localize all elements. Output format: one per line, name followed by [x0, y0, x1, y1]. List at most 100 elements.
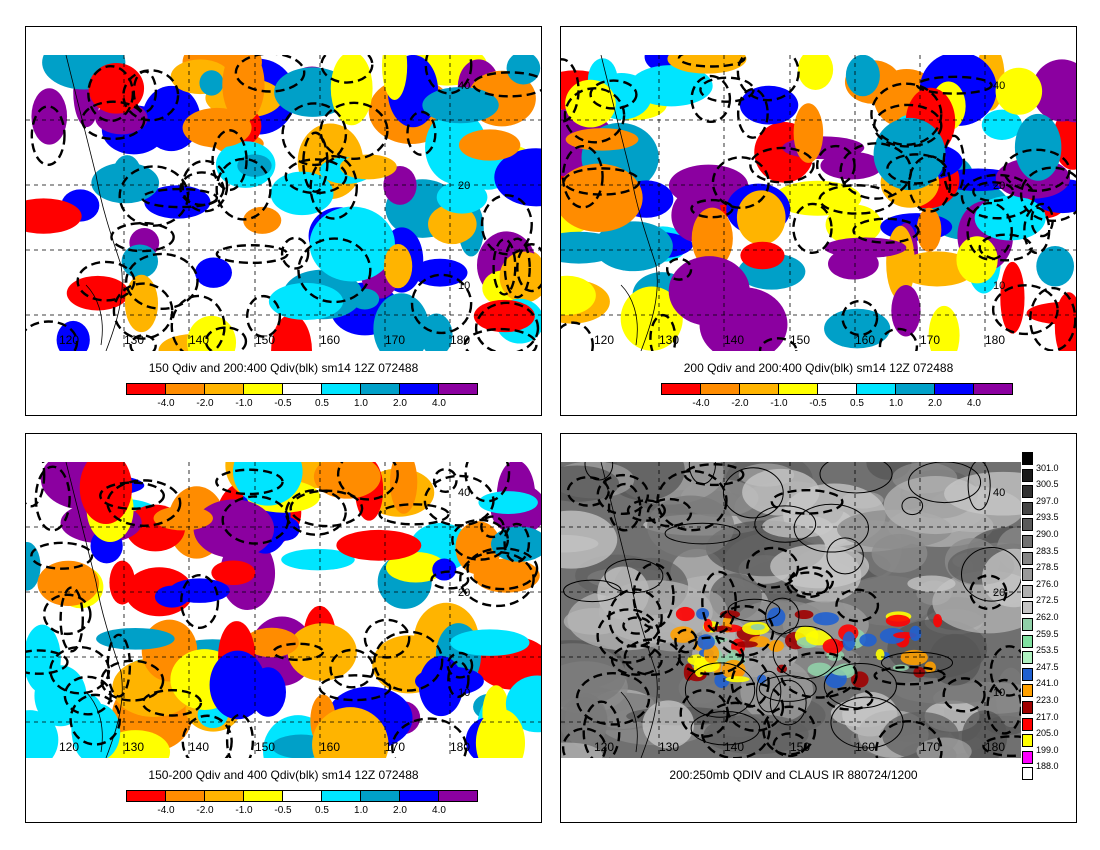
dashed-contour: [378, 503, 450, 526]
coastline: [85, 691, 103, 753]
qdiv-contour: [756, 670, 782, 713]
qdiv-shaded-region: [425, 110, 488, 185]
latitude-label: 20: [458, 587, 471, 599]
latitude-label: 40: [458, 487, 471, 499]
ir-scale-label: 283.5: [1036, 545, 1059, 556]
dashed-contour: [245, 294, 282, 338]
dashed-contour: [770, 488, 844, 515]
cloud-region: [561, 742, 603, 758]
qdiv-shaded-region: [1014, 113, 1062, 181]
panel-title: 200:250mb QDIV and CLAUS IR 880724/1200: [669, 768, 918, 782]
ir-scale-row: 301.0: [1022, 463, 1074, 482]
colorbar: -4.0 -2.0 -1.0 -0.5 0.5 1.0 2.0 4.0: [126, 790, 488, 820]
colorbar-label: 2.0: [393, 805, 407, 816]
ir-brightness-map: [561, 462, 1021, 758]
qdiv-shaded-region: [455, 521, 502, 575]
qdiv-shaded-region: [313, 462, 381, 499]
ir-scale-row: 259.5: [1022, 629, 1074, 648]
qdiv-shaded-region: [928, 305, 960, 351]
dashed-contour: [30, 105, 66, 167]
colorbar-swatch: [321, 383, 361, 395]
panel-title: 150 Qdiv and 200:400 Qdiv(blk) sm14 12Z …: [148, 361, 419, 375]
dashed-contour: [480, 194, 533, 256]
longitude-label: 170: [384, 740, 406, 754]
colorbar-label: 2.0: [393, 398, 407, 409]
dashed-contour: [30, 541, 94, 570]
qdiv-shaded-region: [383, 165, 417, 205]
colorbar-label: 4.0: [967, 398, 981, 409]
qdiv-contour: [758, 675, 817, 702]
colorbar-swatch: [661, 383, 701, 395]
colorbar-swatch: [895, 383, 935, 395]
map-claus-ir[interactable]: 120 130 140 150 160 170 180 10 20 40: [561, 462, 1021, 758]
dashed-contour: [873, 665, 946, 686]
dashed-contour: [872, 103, 943, 148]
ir-scale-swatch: [1022, 717, 1033, 731]
ir-scale-swatch: [1022, 568, 1033, 582]
convection-cell: [736, 640, 758, 648]
dashed-contour: [26, 320, 79, 351]
dashed-contour: [319, 101, 389, 161]
qdiv-shaded-region: [420, 313, 453, 351]
qdiv-shaded-region: [26, 541, 41, 591]
colorbar-swatch: [165, 790, 205, 802]
qdiv-shaded-region: [66, 275, 129, 311]
qdiv-shaded-region: [736, 190, 786, 245]
colorbar-swatch: [360, 383, 400, 395]
dashed-contour: [503, 522, 531, 564]
qdiv-contour: [908, 462, 982, 504]
qdiv-contour: [754, 505, 817, 543]
longitude-label: 120: [593, 740, 615, 754]
cloud-region: [561, 510, 618, 569]
dashed-contour: [786, 571, 830, 599]
dashed-contour: [701, 570, 738, 634]
ir-scale-label: 199.0: [1036, 744, 1059, 755]
ir-scale-row: 199.0: [1022, 745, 1074, 764]
longitude-label: 170: [919, 740, 941, 754]
colorbar-label: -4.0: [157, 398, 175, 409]
qdiv-shaded-region: [1000, 261, 1025, 334]
colorbar-swatch: [165, 383, 205, 395]
qdiv-shaded-region: [593, 221, 673, 272]
dashed-contour: [690, 198, 734, 219]
dashed-contour: [215, 157, 272, 221]
dashed-contour: [1003, 148, 1071, 193]
colorbar-label: -0.5: [274, 398, 292, 409]
ir-scale-row: 272.5: [1022, 595, 1074, 615]
qdiv-shaded-region: [824, 308, 891, 349]
qdiv-shaded-region: [383, 244, 413, 289]
qdiv-shaded-region: [1026, 301, 1076, 325]
qdiv-shaded-region: [898, 251, 976, 287]
qdiv-contour: [664, 522, 741, 545]
ir-scale-row: 293.5: [1022, 512, 1074, 532]
ir-scale-label: 241.0: [1036, 678, 1059, 689]
dashed-contour: [878, 327, 919, 351]
dashed-contour: [942, 134, 966, 197]
qdiv-shaded-region: [382, 55, 408, 100]
qdiv-shaded-region: [244, 627, 299, 658]
convection-cell: [767, 607, 786, 627]
ir-scale-label: 259.5: [1036, 628, 1059, 639]
map-150-qdiv[interactable]: 120 130 140 150 160 170 180 10 20 40: [26, 55, 541, 351]
colorbar-label: 4.0: [432, 398, 446, 409]
convection-cell: [879, 627, 906, 644]
qdiv-shaded-region: [473, 299, 535, 333]
map-150-200-qdiv[interactable]: 120 130 140 150 160 170 180 10 20 40: [26, 462, 541, 758]
dashed-contour: [1029, 286, 1076, 351]
colorbar-swatch: [778, 383, 818, 395]
coastline: [65, 462, 123, 758]
qdiv-shaded-region: [478, 491, 538, 515]
dashed-contour: [289, 489, 364, 528]
ir-scale-label: 188.0: [1036, 761, 1059, 772]
dashed-contour: [1023, 206, 1051, 255]
ir-scale-label: 223.0: [1036, 695, 1059, 705]
ir-scale-row: 217.0: [1022, 712, 1074, 731]
longitude-label: 150: [789, 740, 811, 754]
longitude-label: 180: [984, 333, 1006, 347]
qdiv-shaded-region: [475, 708, 526, 758]
map-200-qdiv[interactable]: 120 130 140 150 160 170 180 10 20 40: [561, 55, 1076, 351]
dashed-contour: [700, 701, 771, 758]
longitude-label: 160: [854, 740, 876, 754]
cloud-region: [842, 575, 934, 626]
qdiv-shaded-region: [237, 154, 272, 177]
